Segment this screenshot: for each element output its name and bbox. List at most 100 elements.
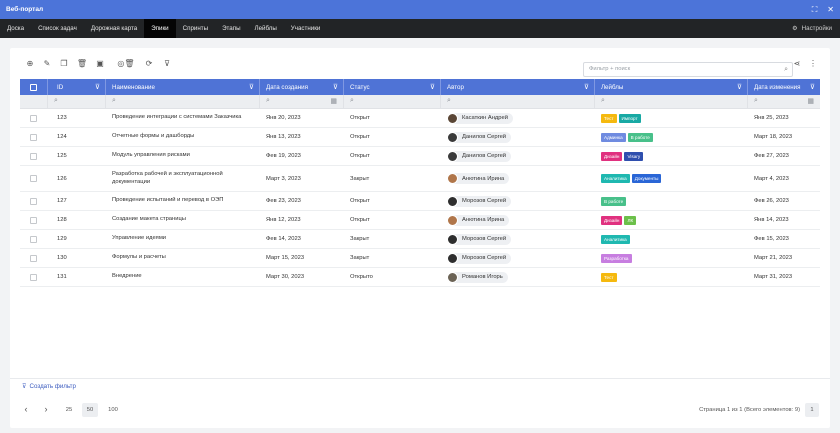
tab-sprints[interactable]: Спринты xyxy=(182,25,209,32)
page-size-50[interactable]: 50 xyxy=(82,403,98,417)
filter-icon[interactable]: ⊽ xyxy=(429,84,435,91)
row-checkbox[interactable] xyxy=(30,133,37,141)
tab-roadmap[interactable]: Дорожная карта xyxy=(90,25,138,32)
label-tag[interactable]: В работе xyxy=(627,132,653,142)
share-icon[interactable]: ⋖ xyxy=(793,59,801,68)
cell-status: Открыт xyxy=(350,134,370,140)
table-row[interactable]: 124 Отчетные формы и дашборды Янв 13, 2023… xyxy=(20,128,820,147)
calendar-icon[interactable]: ▦ xyxy=(330,98,337,105)
label-tag[interactable]: Документы xyxy=(631,174,662,183)
label-tag[interactable]: Дизайн xyxy=(601,215,623,225)
filter-icon[interactable]: ⊽ xyxy=(736,84,742,91)
label-tag[interactable]: Тест xyxy=(601,113,617,123)
label-tag[interactable]: Тест xyxy=(601,272,617,282)
filter-labels[interactable]: ⌕ xyxy=(595,95,748,109)
add-filter-icon[interactable]: ⊽ xyxy=(164,59,170,68)
filter-id[interactable]: ⌕ xyxy=(48,95,106,109)
edit-icon[interactable]: ✎ xyxy=(43,59,51,68)
label-tag[interactable]: В работе xyxy=(601,196,627,206)
filter-icon[interactable]: ⊽ xyxy=(809,84,815,91)
col-author[interactable]: Автор ⊽ xyxy=(441,79,595,95)
row-checkbox[interactable] xyxy=(30,152,37,160)
table-row[interactable]: 127 Проведение испытаний и перевод в ОЭП Ф… xyxy=(20,192,820,211)
col-modified[interactable]: Дата изменения ⊽ xyxy=(748,79,820,95)
chevron-right-icon[interactable]: › xyxy=(44,404,48,414)
page-size-100[interactable]: 100 xyxy=(108,407,118,413)
page-size-25[interactable]: 25 xyxy=(65,407,73,413)
filter-modified[interactable]: ⌕ ▦ xyxy=(748,95,820,109)
label-tag[interactable]: Админка xyxy=(601,132,626,142)
tab-epics[interactable]: Эпики xyxy=(144,19,176,38)
tab-labels[interactable]: Лейблы xyxy=(254,25,277,32)
search-input[interactable]: Фильтр + поиск ⌕ xyxy=(583,62,793,77)
cell-name: Внедрение xyxy=(112,273,142,280)
close-icon[interactable]: ✕ xyxy=(827,4,834,14)
table-row[interactable]: 131 Внедрение Март 30, 2023 Открыто Романов … xyxy=(20,268,820,287)
author-chip[interactable]: Романов Игорь xyxy=(447,271,508,283)
filter-author[interactable]: ⌕ xyxy=(441,95,595,109)
filter-icon[interactable]: ⊽ xyxy=(332,84,338,91)
label-tag[interactable]: Аналитика xyxy=(601,234,630,244)
row-checkbox[interactable] xyxy=(30,273,37,281)
author-chip[interactable]: Касаткин Андрей xyxy=(447,112,513,124)
tab-board[interactable]: Доска xyxy=(7,25,25,32)
delete-all-icon[interactable]: ◎🗑 xyxy=(117,59,135,68)
table-row[interactable]: 130 Формулы и расчеты Март 15, 2023 Закрыт М… xyxy=(20,249,820,268)
author-chip[interactable]: Морозов Сергей xyxy=(447,252,512,264)
author-chip[interactable]: Анютина Ирина xyxy=(447,214,510,226)
archive-icon[interactable]: ▣ xyxy=(96,59,104,68)
tab-stages[interactable]: Этапы xyxy=(222,25,241,32)
select-all-checkbox[interactable] xyxy=(30,83,37,91)
settings-button[interactable]: ⚙ Настройки xyxy=(792,25,840,32)
tab-task-list[interactable]: Список задач xyxy=(38,25,77,32)
author-chip[interactable]: Данилов Сергей xyxy=(447,131,512,143)
cell-id: 127 xyxy=(57,198,67,204)
more-vertical-icon[interactable]: ⋮ xyxy=(809,59,817,68)
table-header: ID ⊽ Наименование ⊽ Дата создания ⊽ Статус ⊽… xyxy=(20,79,820,95)
col-status[interactable]: Статус ⊽ xyxy=(344,79,441,95)
row-checkbox[interactable] xyxy=(30,235,37,243)
label-tag[interactable]: ЛК xyxy=(624,215,637,225)
row-checkbox[interactable] xyxy=(30,114,37,122)
row-checkbox[interactable] xyxy=(30,197,37,205)
table-row[interactable]: 123 Проведение интеграции с системами Зак… xyxy=(20,109,820,128)
add-icon[interactable]: ⊕ xyxy=(26,59,34,68)
filter-cell-select xyxy=(20,95,48,109)
col-created[interactable]: Дата создания ⊽ xyxy=(260,79,344,95)
tab-members[interactable]: Участники xyxy=(290,25,321,32)
filter-created[interactable]: ⌕ ▦ xyxy=(260,95,344,109)
filter-name[interactable]: ⌕ xyxy=(106,95,260,109)
author-chip[interactable]: Морозов Сергей xyxy=(447,195,512,207)
label-tag[interactable]: Visary xyxy=(624,151,644,161)
author-chip[interactable]: Анютина Ирина xyxy=(447,173,510,184)
refresh-icon[interactable]: ⟳ xyxy=(145,59,153,68)
table-row[interactable]: 128 Создание макета страницы Янв 12, 2023 О… xyxy=(20,211,820,230)
filter-icon[interactable]: ⊽ xyxy=(94,84,100,91)
label-tag[interactable]: Аналитика xyxy=(601,174,630,183)
table-row[interactable]: 126 Разработка рабочей и эксплуатационной… xyxy=(20,166,820,192)
label-tag[interactable]: Разработка xyxy=(601,253,632,263)
col-id[interactable]: ID ⊽ xyxy=(48,79,106,95)
filter-icon[interactable]: ⊽ xyxy=(583,84,589,91)
label-tag[interactable]: Дизайн xyxy=(601,151,623,161)
table-row[interactable]: 125 Модуль управления рисками Фев 19, 2023… xyxy=(20,147,820,166)
current-page-button[interactable]: 1 xyxy=(805,403,819,417)
label-tag[interactable]: Импорт xyxy=(618,113,641,123)
copy-icon[interactable]: ❐ xyxy=(60,59,68,68)
filter-icon[interactable]: ⊽ xyxy=(248,84,254,91)
avatar xyxy=(447,252,458,264)
maximize-icon[interactable]: ⛶ xyxy=(811,4,818,14)
author-chip[interactable]: Морозов Сергей xyxy=(447,233,512,245)
col-labels[interactable]: Лейблы ⊽ xyxy=(595,79,748,95)
create-filter-button[interactable]: ⊽ Создать фильтр xyxy=(22,383,76,390)
table-row[interactable]: 129 Управление идеями Фев 14, 2023 Закрыт Мо… xyxy=(20,230,820,249)
chevron-left-icon[interactable]: ‹ xyxy=(24,404,28,414)
filter-status[interactable]: ⌕ xyxy=(344,95,441,109)
col-name[interactable]: Наименование ⊽ xyxy=(106,79,260,95)
author-chip[interactable]: Данилов Сергей xyxy=(447,150,512,162)
delete-icon[interactable]: 🗑 xyxy=(76,59,88,68)
calendar-icon[interactable]: ▦ xyxy=(807,98,814,105)
row-checkbox[interactable] xyxy=(30,175,37,182)
row-checkbox[interactable] xyxy=(30,254,37,262)
row-checkbox[interactable] xyxy=(30,216,37,224)
